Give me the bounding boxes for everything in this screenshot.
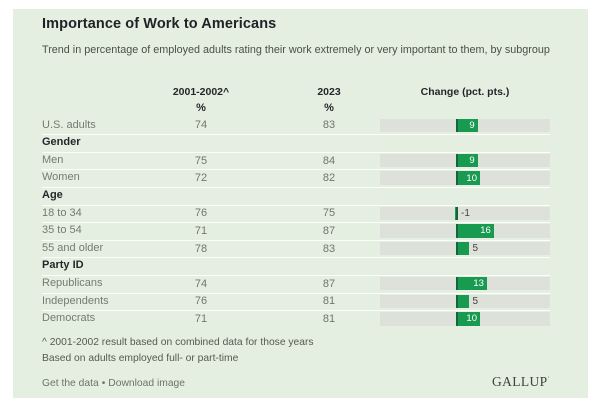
change-value: 5 xyxy=(472,295,479,307)
table-row: Democrats 71 81 10 xyxy=(42,310,550,328)
footnote-combined-data: ^ 2001-2002 result based on combined dat… xyxy=(42,336,314,348)
change-bar: 9 xyxy=(457,118,478,133)
value-2001-2002: 71 xyxy=(194,224,208,237)
zero-axis-line xyxy=(456,294,458,309)
unit-percent-2023: % xyxy=(324,101,334,114)
download-image-link[interactable]: Download image xyxy=(108,377,185,389)
chart-card: Importance of Work to Americans Trend in… xyxy=(13,9,588,398)
change-value: 16 xyxy=(480,225,491,237)
change-value: 10 xyxy=(466,172,477,184)
gallup-logo: GALLUP’ xyxy=(491,373,550,389)
row-label: Women xyxy=(42,171,80,184)
value-2023: 87 xyxy=(322,277,336,290)
section-label: Age xyxy=(42,188,63,201)
row-label: Republicans xyxy=(42,276,103,289)
value-2001-2002: 71 xyxy=(194,312,208,325)
table-row: 55 and older 78 83 5 xyxy=(42,240,550,258)
table-row: 35 to 54 71 87 16 xyxy=(42,222,550,240)
change-bar-track: -1 xyxy=(380,206,550,221)
row-label: Men xyxy=(42,153,64,166)
row-label: Independents xyxy=(42,294,109,307)
change-bar-track: 10 xyxy=(380,312,550,326)
change-value: 9 xyxy=(469,155,475,167)
table-row: Independents 76 81 5 xyxy=(42,293,550,311)
zero-axis-line xyxy=(456,153,458,168)
value-2001-2002: 78 xyxy=(194,242,208,255)
footer-link-separator: • xyxy=(101,377,106,389)
value-2023: 81 xyxy=(322,295,336,308)
change-bar: 13 xyxy=(457,276,487,291)
change-bar-track: 5 xyxy=(380,241,550,256)
change-value: 10 xyxy=(466,313,477,325)
change-bar xyxy=(454,206,457,221)
change-value: 13 xyxy=(473,278,484,290)
change-bar: 10 xyxy=(457,171,480,185)
table-row: U.S. adults 74 83 9 xyxy=(42,117,550,135)
value-2001-2002: 74 xyxy=(194,119,208,132)
change-bar-track: 5 xyxy=(380,294,550,309)
section-header-row: Age xyxy=(42,187,550,205)
change-value: 9 xyxy=(469,119,475,131)
column-header-change: Change (pct. pts.) xyxy=(420,85,510,98)
column-header-2001-2002: 2001-2002^ xyxy=(172,85,230,98)
get-the-data-link[interactable]: Get the data xyxy=(42,377,99,389)
change-bar: 9 xyxy=(457,153,478,168)
table-body: %% U.S. adults 74 83 9 Gender Men 75 84 9 Women 72 8… xyxy=(42,99,550,328)
footer-links: Get the data • Download image xyxy=(42,378,185,389)
zero-axis-line xyxy=(456,241,458,256)
change-bar xyxy=(457,241,469,256)
section-header-row: Party ID xyxy=(42,257,550,275)
table-row: Republicans 74 87 13 xyxy=(42,275,550,293)
zero-axis-line xyxy=(456,171,458,185)
value-2001-2002: 72 xyxy=(194,172,208,185)
zero-axis-line xyxy=(456,118,458,133)
row-label: 55 and older xyxy=(42,241,104,254)
value-2023: 83 xyxy=(322,242,336,255)
table-row: Men 75 84 9 xyxy=(42,152,550,170)
change-bar: 10 xyxy=(457,312,480,326)
value-2001-2002: 74 xyxy=(194,277,208,290)
footnotes: ^ 2001-2002 result based on combined dat… xyxy=(42,337,550,365)
change-bar-track: 9 xyxy=(380,118,550,133)
table-row: Women 72 82 10 xyxy=(42,169,550,187)
footer: Get the data • Download image GALLUP’ xyxy=(42,374,550,390)
value-2023: 83 xyxy=(322,119,336,132)
value-2023: 87 xyxy=(322,224,336,237)
trademark-mark: ’ xyxy=(547,376,550,383)
column-header-2023: 2023 xyxy=(317,85,341,98)
unit-percent-2001-2002: % xyxy=(196,101,206,114)
section-label: Party ID xyxy=(42,259,84,272)
row-label: Democrats xyxy=(42,312,96,325)
value-2023: 84 xyxy=(322,154,336,167)
change-bar-track: 9 xyxy=(380,153,550,168)
units-row: %% xyxy=(42,99,550,117)
change-bar: 16 xyxy=(457,224,494,238)
zero-axis-line xyxy=(456,276,458,291)
row-label: U.S. adults xyxy=(42,118,96,131)
change-value: -1 xyxy=(461,207,470,219)
chart-subtitle: Trend in percentage of employed adults r… xyxy=(42,44,550,56)
value-2023: 82 xyxy=(322,172,336,185)
value-2001-2002: 76 xyxy=(194,207,208,220)
change-bar-track: 16 xyxy=(380,224,550,238)
section-header-row: Gender xyxy=(42,134,550,152)
section-label: Gender xyxy=(42,136,81,149)
value-2023: 81 xyxy=(322,312,336,325)
footnote-employment: Based on adults employed full- or part-t… xyxy=(42,352,239,364)
row-label: 35 to 54 xyxy=(42,224,82,237)
change-bar xyxy=(457,294,469,309)
zero-axis-line xyxy=(456,224,458,238)
zero-axis-line xyxy=(456,312,458,326)
change-value: 5 xyxy=(472,242,479,254)
column-header-row: 2001-2002^ 2023 Change (pct. pts.) xyxy=(42,84,550,99)
value-2001-2002: 75 xyxy=(194,154,208,167)
chart-title: Importance of Work to Americans xyxy=(42,16,277,32)
change-bar-track: 10 xyxy=(380,171,550,185)
value-2023: 75 xyxy=(322,207,336,220)
table-row: 18 to 34 76 75 -1 xyxy=(42,205,550,223)
zero-axis-line xyxy=(456,206,458,221)
row-label: 18 to 34 xyxy=(42,206,82,219)
change-bar-track: 13 xyxy=(380,276,550,291)
value-2001-2002: 76 xyxy=(194,295,208,308)
